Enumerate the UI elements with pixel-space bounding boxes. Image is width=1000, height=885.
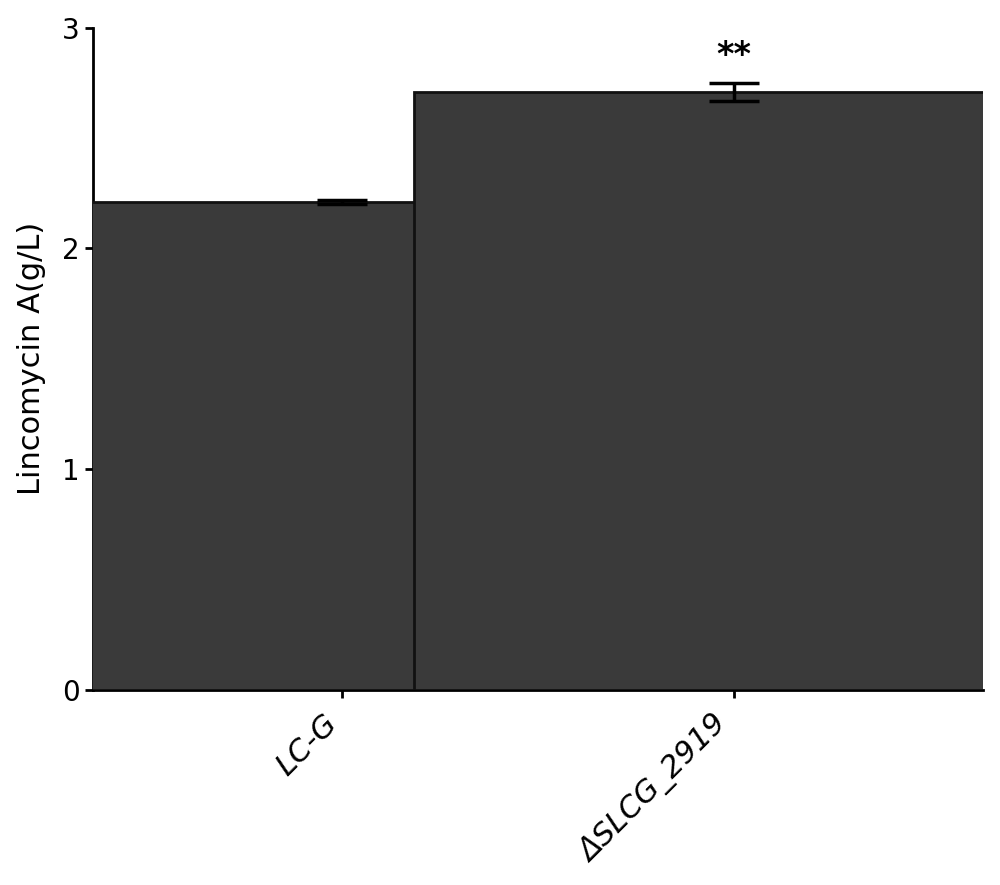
Bar bbox=[22, 202, 663, 690]
Bar bbox=[414, 92, 1000, 690]
Y-axis label: Lincomycin A(g/L): Lincomycin A(g/L) bbox=[17, 222, 46, 496]
Text: **: ** bbox=[717, 39, 752, 72]
